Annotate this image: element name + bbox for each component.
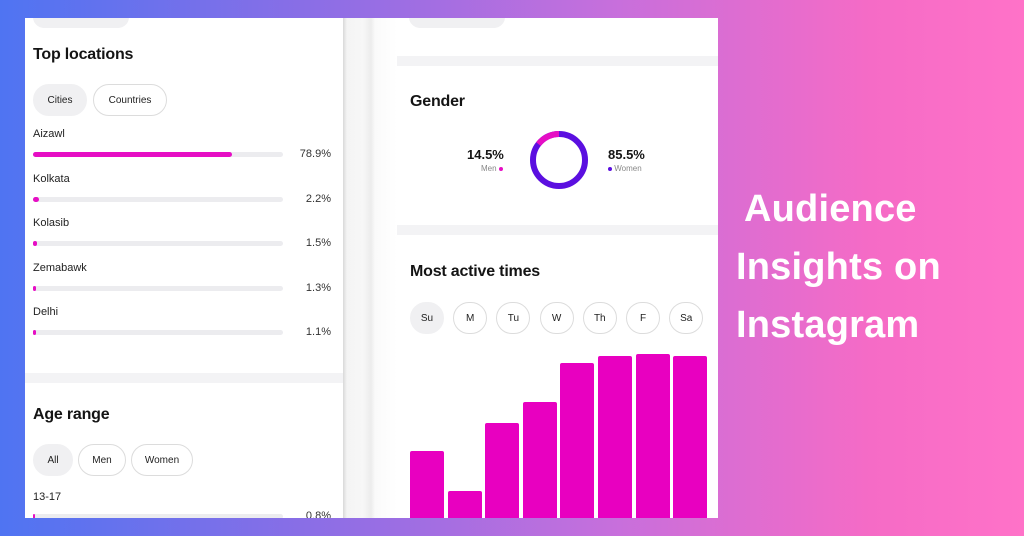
left-panel: Top locations Cities Countries Aizawl 78.… (25, 18, 343, 518)
tab-women[interactable]: Women (131, 444, 193, 476)
women-label: Women (614, 164, 642, 173)
location-bar-fill (33, 330, 36, 335)
gender-title: Gender (410, 93, 465, 110)
activity-bar (673, 356, 708, 518)
men-legend: Men (481, 164, 503, 173)
day-pill-w[interactable]: W (539, 302, 574, 334)
day-pill-su[interactable]: Su (410, 302, 444, 334)
date-range-pill-partial[interactable] (33, 18, 129, 28)
section-divider-middle (397, 225, 718, 235)
location-bar-track (33, 330, 283, 335)
active-times-title: Most active times (410, 263, 540, 280)
location-bar-track (33, 152, 283, 157)
day-pill-sa[interactable]: Sa (669, 302, 704, 334)
headline-line-3: Instagram (736, 304, 920, 346)
location-name: Zemabawk (33, 261, 87, 274)
location-percent: 78.9% (299, 148, 331, 160)
location-percent: 2.2% (305, 192, 331, 205)
location-bar-fill (33, 241, 37, 246)
day-pill-f[interactable]: F (626, 302, 660, 334)
day-pill-tu[interactable]: Tu (496, 302, 531, 334)
top-locations-title: Top locations (33, 46, 134, 63)
men-percent: 14.5% (467, 147, 504, 162)
men-label: Men (481, 164, 497, 173)
location-name: Aizawl (33, 128, 65, 140)
headline-line-2: Insights on (736, 246, 941, 288)
section-divider-top (397, 56, 718, 66)
headline-line-1: Audience (744, 188, 917, 230)
age-bucket-bar-track (33, 514, 283, 518)
tab-cities[interactable]: Cities (33, 84, 87, 116)
age-bucket-bar-fill (33, 514, 36, 518)
day-pill-m[interactable]: M (453, 302, 488, 334)
women-legend: Women (608, 164, 642, 173)
men-dot-icon (498, 166, 503, 171)
activity-bar (635, 354, 670, 518)
gender-donut-chart (530, 131, 588, 189)
location-bar-track (33, 241, 283, 246)
activity-bar (522, 402, 557, 518)
location-bar-track (33, 285, 283, 291)
screenshot-composite: Top locations Cities Countries Aizawl 78.… (25, 18, 718, 518)
date-range-pill-partial-right[interactable] (409, 18, 505, 28)
location-bar-track (33, 196, 283, 202)
location-bar-fill (33, 152, 233, 157)
location-percent: 1.1% (305, 326, 331, 338)
location-percent: 1.5% (305, 237, 331, 249)
location-name: Kolasib (33, 217, 70, 229)
activity-bar (447, 491, 482, 518)
activity-bar (598, 356, 632, 518)
tab-all[interactable]: All (33, 444, 73, 476)
tab-countries[interactable]: Countries (93, 84, 167, 116)
activity-bar (410, 451, 444, 518)
tab-men[interactable]: Men (78, 444, 126, 476)
location-name: Kolkata (33, 172, 70, 185)
age-range-title: Age range (33, 406, 110, 423)
activity-bar (560, 363, 595, 518)
age-bucket-percent: 0.8% (305, 510, 331, 518)
location-percent: 1.3% (305, 281, 331, 294)
women-percent: 85.5% (608, 147, 645, 162)
section-divider (25, 373, 343, 383)
day-pill-th[interactable]: Th (582, 302, 617, 334)
location-bar-fill (33, 196, 39, 202)
location-bar-fill (33, 285, 37, 291)
panel-gutter (343, 18, 397, 518)
men-arc (536, 131, 560, 147)
right-panel: Gender 14.5% Men 85.5% Women Most active… (397, 18, 718, 518)
age-bucket-label: 13-17 (33, 491, 62, 503)
women-dot-icon (608, 166, 612, 171)
activity-bar (485, 423, 520, 518)
location-name: Delhi (33, 306, 59, 318)
